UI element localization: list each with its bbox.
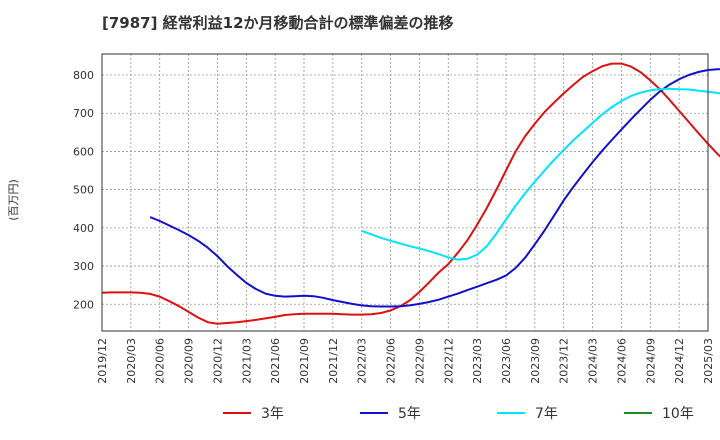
x-tick-label: 2022/12 <box>442 338 455 384</box>
x-tick-label: 2025/03 <box>702 338 715 384</box>
x-tick-label: 2024/09 <box>644 338 657 384</box>
legend-label-3: 10年 <box>662 406 694 422</box>
y-tick-labels: 200 300 400 500 600 700 800 <box>73 69 94 311</box>
x-tick-label: 2023/06 <box>500 338 513 384</box>
y-tick-label: 400 <box>73 222 94 235</box>
x-tick-labels: 2019/12 2020/03 2020/06 2020/09 2020/12 2021/… <box>96 338 715 384</box>
grid <box>101 54 709 331</box>
x-tick-label: 2021/06 <box>269 338 282 384</box>
legend-label-1: 5年 <box>398 406 421 422</box>
x-tick-label: 2020/12 <box>211 338 224 384</box>
chart-title: [7987] 経常利益12か月移動合計の標準偏差の推移 <box>102 14 454 32</box>
x-tick-label: 2020/03 <box>125 338 138 384</box>
series-line-1 <box>149 68 720 308</box>
y-axis-label: (百万円) <box>7 179 20 221</box>
x-tick-label: 2020/09 <box>183 338 196 384</box>
plot-frame <box>101 53 709 332</box>
series-line-2 <box>361 87 720 261</box>
legend-label-2: 7年 <box>535 406 558 422</box>
x-tick-label: 2022/06 <box>385 338 398 384</box>
y-tick-label: 500 <box>73 184 94 197</box>
x-tick-label: 2021/09 <box>298 338 311 384</box>
x-tick-label: 2023/12 <box>558 338 571 384</box>
y-tick-label: 200 <box>73 298 94 311</box>
y-tick-label: 600 <box>73 145 94 158</box>
y-tick-label: 800 <box>73 69 94 82</box>
x-tick-label: 2022/09 <box>413 338 426 384</box>
y-tick-label: 700 <box>73 107 94 120</box>
legend: 3年 5年 7年 10年 <box>223 406 694 422</box>
legend-label-0: 3年 <box>261 406 284 422</box>
x-tick-label: 2024/06 <box>615 338 628 384</box>
series-lines <box>101 62 720 325</box>
x-tick-label: 2020/06 <box>154 338 167 384</box>
x-tick-label: 2022/03 <box>356 338 369 384</box>
y-tick-label: 300 <box>73 260 94 273</box>
series-line-0 <box>101 62 720 325</box>
x-tick-label: 2024/03 <box>587 338 600 384</box>
x-tick-label: 2023/03 <box>471 338 484 384</box>
x-tick-label: 2023/09 <box>529 338 542 384</box>
x-tick-label: 2021/03 <box>240 338 253 384</box>
x-tick-label: 2024/12 <box>673 338 686 384</box>
x-tick-label: 2019/12 <box>96 338 109 384</box>
x-tick-label: 2021/12 <box>327 338 340 384</box>
